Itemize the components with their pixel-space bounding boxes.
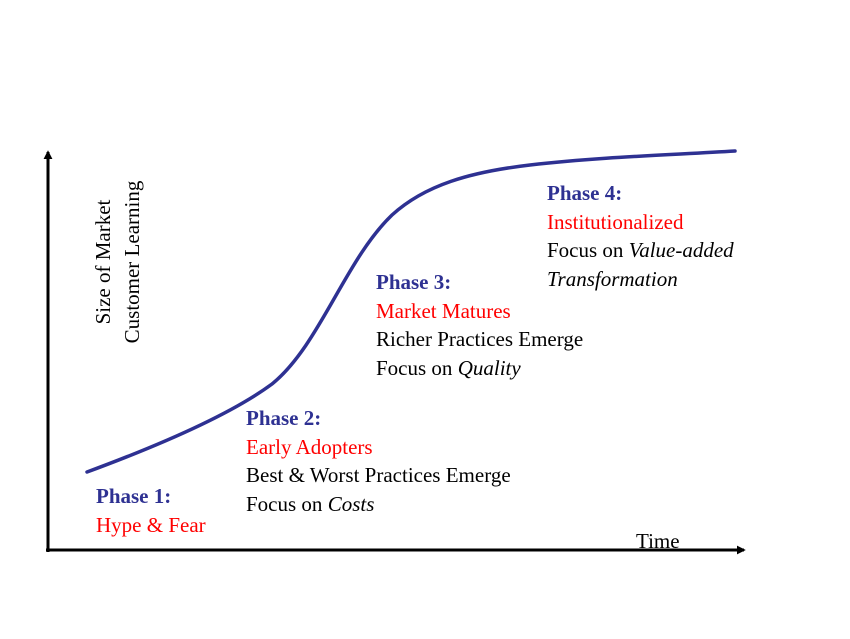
- phase-1-label: Phase 1: Hype & Fear: [96, 482, 206, 539]
- phase-title: Phase 1:: [96, 484, 172, 508]
- phase-focus-emphasis: Value-added: [628, 238, 734, 262]
- phase-description-line: Best & Worst Practices Emerge: [246, 461, 511, 490]
- phase-name: Early Adopters: [246, 434, 373, 459]
- phase-2-label: Phase 2: Early Adopters Best & Worst Pra…: [246, 404, 511, 518]
- phase-description-line: Focus on Value-added: [547, 236, 734, 265]
- phase-description-text: Focus on: [246, 491, 328, 516]
- phase-description-line: Richer Practices Emerge: [376, 325, 583, 354]
- phase-title: Phase 3:: [376, 270, 452, 294]
- phase-description-line: Focus on Costs: [246, 490, 511, 519]
- phase-3-label: Phase 3: Market Matures Richer Practices…: [376, 268, 583, 382]
- y-axis-label-line-2: Customer Learning: [120, 180, 144, 344]
- phase-description-text: Focus on: [547, 238, 629, 262]
- y-axis-label: Size of Market Customer Learning: [89, 181, 147, 344]
- phase-title: Phase 4:: [547, 181, 623, 205]
- phase-title: Phase 2:: [246, 406, 322, 430]
- phase-focus-emphasis: Transformation: [547, 266, 678, 291]
- adoption-curve: [85, 149, 737, 474]
- x-axis-label: Time: [636, 529, 680, 553]
- phase-description-line: Transformation: [547, 265, 734, 294]
- phase-description-text: Best & Worst Practices Emerge: [246, 463, 511, 487]
- phase-4-label: Phase 4: Institutionalized Focus on Valu…: [547, 179, 734, 293]
- phase-description-text: Focus on: [376, 355, 458, 380]
- y-axis-label-line-1: Size of Market: [91, 199, 115, 325]
- phase-focus-emphasis: Quality: [457, 355, 521, 380]
- phase-description-line: Focus on Quality: [376, 354, 583, 383]
- phase-name: Hype & Fear: [96, 512, 206, 537]
- phase-name: Market Matures: [376, 298, 511, 323]
- phase-description-text: Richer Practices Emerge: [376, 327, 584, 351]
- phase-focus-emphasis: Costs: [327, 491, 375, 516]
- phase-name: Institutionalized: [547, 209, 684, 234]
